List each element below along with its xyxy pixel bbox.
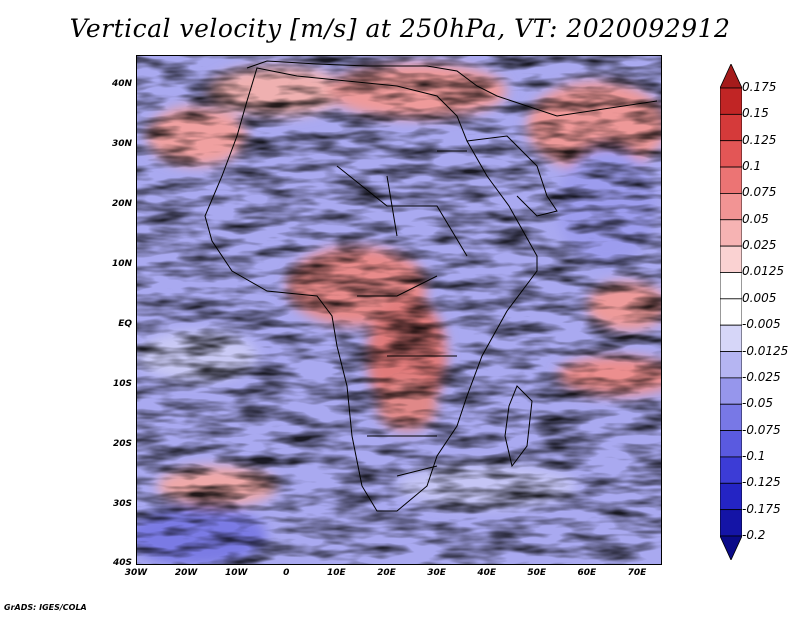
lon-tick-label: 30E [427, 568, 446, 578]
colorbar-tick-label: 0.075 [742, 185, 777, 200]
colorbar-segment [720, 377, 742, 405]
lon-tick-label: 30W [124, 568, 148, 578]
coastlines [204, 60, 658, 512]
colorbar-segment [720, 509, 742, 537]
colorbar-segment [720, 324, 742, 352]
colorbar-segment [720, 482, 742, 511]
lat-tick-label: 10S [112, 379, 132, 389]
colorbar-segment [720, 456, 742, 484]
colorbar-segment [720, 113, 742, 142]
noise-texture [137, 56, 661, 564]
lon-tick-label: 70E [627, 568, 647, 578]
colorbar-tick-label: -0.075 [742, 422, 781, 437]
lon-tick-label: 40E [477, 568, 496, 578]
colorbar-segment [720, 166, 742, 194]
lon-tick-label: 10W [224, 568, 248, 578]
lon-tick-label: 20W [174, 568, 198, 578]
colorbar-tick-label: -0.0125 [742, 343, 789, 358]
lon-tick-label: 60E [577, 568, 597, 578]
colorbar-tick-label: 0.125 [742, 132, 777, 147]
velocity-field [137, 56, 661, 564]
lon-tick-label: 20E [377, 568, 396, 578]
lat-tick-label: 30N [111, 139, 132, 149]
colorbar [720, 64, 742, 560]
lon-tick-label: 0 [283, 568, 290, 578]
colorbar-tick-label: -0.05 [742, 396, 774, 411]
colorbar-tick-label: -0.125 [742, 475, 781, 490]
colorbar-segment [720, 87, 742, 115]
chart-title: Vertical velocity [m/s] at 250hPa, VT: 2… [69, 14, 731, 43]
colorbar-tick-label: -0.175 [742, 501, 781, 516]
colorbar-tick-label: -0.005 [742, 317, 781, 332]
credit-text: GrADS: IGES/COLA [4, 603, 87, 612]
colorbar-tick-label: 0.005 [742, 290, 777, 305]
colorbar-tick-label: -0.1 [742, 448, 766, 463]
colorbar-segment [720, 535, 742, 560]
colorbar-tick-label: 0.175 [742, 80, 777, 94]
colorbar-tick-label: 0.15 [742, 106, 769, 121]
colorbar-tick-label: 0.0125 [742, 264, 784, 279]
map-panel [136, 55, 662, 565]
lat-tick-label: 40S [112, 558, 132, 568]
colorbar-tick-label: 0.1 [742, 159, 762, 174]
lat-tick-label: EQ [118, 319, 132, 329]
lat-tick-label: 40N [111, 79, 132, 89]
colorbar-segment [720, 351, 742, 379]
lon-tick-label: 50E [527, 568, 547, 578]
colorbar-segment [720, 245, 742, 273]
colorbar-tick-label: 0.025 [742, 238, 777, 253]
colorbar-segment [720, 140, 742, 168]
colorbar-segment [720, 298, 742, 326]
colorbar-segment [720, 430, 742, 458]
colorbar-segment [720, 64, 742, 89]
colorbar-segment [720, 193, 742, 221]
lat-tick-label: 30S [112, 499, 132, 509]
lat-tick-label: 20N [111, 199, 132, 209]
colorbar-segment [720, 403, 742, 431]
lat-tick-label: 20S [112, 439, 132, 449]
lat-tick-label: 10N [111, 259, 132, 269]
colorbar-segment [720, 272, 742, 300]
colorbar-tick-label: -0.2 [742, 528, 766, 542]
colorbar-tick-label: 0.05 [742, 211, 769, 226]
lon-tick-label: 10E [327, 568, 346, 578]
colorbar-segment [720, 219, 742, 247]
colorbar-tick-label: -0.025 [742, 369, 781, 384]
